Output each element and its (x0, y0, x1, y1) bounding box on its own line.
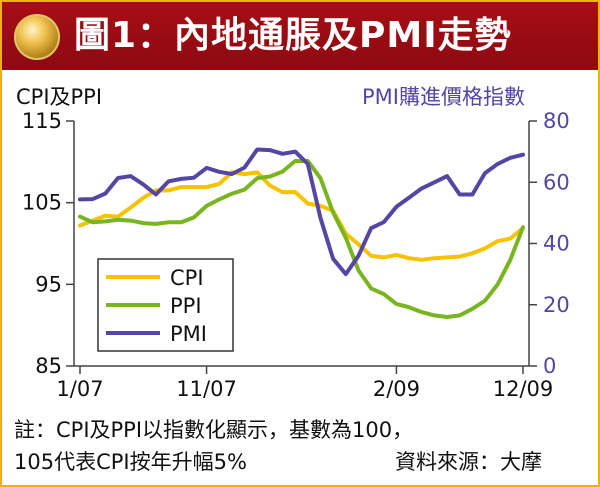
footnote-line-2: 105代表CPI按年升幅5% (14, 450, 247, 474)
footnote-line-1: 註：CPI及PPI以指數化顯示，基數為100， (14, 418, 414, 442)
left-tick-label: 115 (22, 109, 62, 133)
legend-label-ppi: PPI (170, 294, 202, 318)
gold-orb-icon (14, 14, 60, 60)
right-tick-label: 40 (543, 232, 570, 256)
source-note: 資料來源：大摩 (395, 450, 542, 474)
left-axis-title: CPI及PPI (16, 85, 102, 109)
legend-label-pmi: PMI (170, 322, 207, 346)
left-tick-label: 105 (22, 191, 62, 215)
right-tick-label: 80 (543, 109, 570, 133)
series-line-pmi (78, 147, 525, 277)
chart-title: 圖1：內地通脹及PMI走勢 (74, 15, 512, 56)
right-tick-label: 0 (543, 354, 556, 378)
left-tick-label: 85 (35, 354, 62, 378)
x-tick-label: 2/09 (373, 377, 420, 401)
x-tick-label: 11/07 (176, 377, 237, 401)
right-axis-title: PMI購進價格指數 (362, 85, 525, 109)
right-tick-label: 60 (543, 170, 570, 194)
right-tick-label: 20 (543, 293, 570, 317)
chart-header: 圖1：內地通脹及PMI走勢 (2, 2, 598, 70)
legend-label-cpi: CPI (170, 266, 204, 290)
x-tick-label: 12/09 (493, 377, 554, 401)
series-line-ppi (78, 159, 525, 319)
x-tick-label: 1/07 (56, 377, 103, 401)
left-tick-label: 95 (35, 272, 62, 296)
